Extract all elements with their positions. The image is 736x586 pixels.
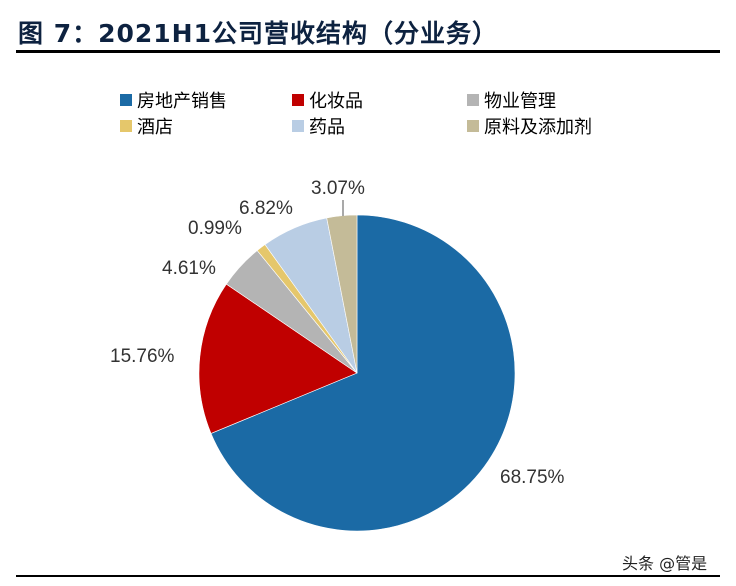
slice-label: 0.99% — [188, 218, 242, 239]
legend-item: 化妆品 — [292, 87, 363, 113]
legend-item: 物业管理 — [467, 87, 556, 113]
pie-slice — [210, 214, 516, 532]
legend-item: 药品 — [292, 113, 345, 139]
legend-swatch — [292, 120, 304, 132]
slice-label: 15.76% — [110, 346, 175, 367]
title-divider — [16, 50, 720, 53]
legend-label: 酒店 — [137, 117, 173, 138]
legend-swatch — [120, 94, 132, 106]
legend-label: 化妆品 — [309, 91, 363, 112]
pie-labels: 68.75% 15.76% 4.61% 0.99% 6.82% 3.07% — [110, 178, 565, 488]
slice-label: 4.61% — [162, 258, 216, 279]
slice-label: 3.07% — [311, 178, 365, 199]
legend-label: 原料及添加剂 — [484, 117, 592, 138]
legend-label: 药品 — [309, 117, 345, 138]
legend-item: 原料及添加剂 — [467, 113, 592, 139]
chart-title: 图 7：2021H1公司营收结构（分业务） — [18, 19, 498, 48]
pie-slice — [198, 283, 358, 434]
legend-swatch — [120, 120, 132, 132]
pie-slice — [326, 214, 358, 374]
legend-swatch — [467, 94, 479, 106]
legend-swatch — [467, 120, 479, 132]
slice-label: 6.82% — [239, 198, 293, 219]
slice-label: 68.75% — [500, 467, 565, 488]
legend-label: 房地产销售 — [137, 91, 227, 112]
footer-divider — [16, 575, 720, 577]
pie-slices — [198, 214, 516, 532]
legend-label: 物业管理 — [484, 91, 556, 112]
legend-item: 房地产销售 — [120, 87, 227, 113]
watermark: 头条 @管是 — [622, 554, 708, 573]
legend-swatch — [292, 94, 304, 106]
legend-item: 酒店 — [120, 113, 173, 139]
